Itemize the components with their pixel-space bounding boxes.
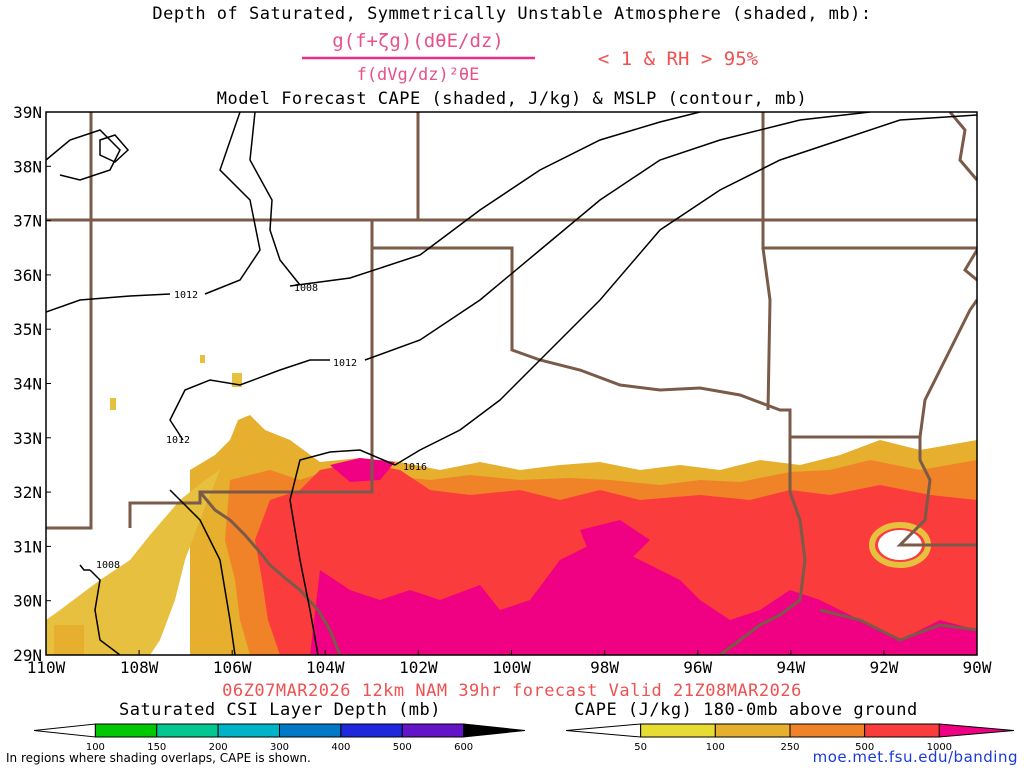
cape-shading-max [310,540,977,655]
cape-blob [232,373,242,387]
rio-grande-and-coast [198,491,977,655]
latitude-axis: 39N 38N 37N 36N 35N 34N 33N 32N 31N 30N 29N [13,103,51,665]
colorbar-tick-label: 50 [634,742,647,753]
colorbar-swatch [156,723,219,738]
mslp-contours [46,112,977,655]
colorbar-tick-label: 600 [454,742,473,753]
colorbar-swatch [789,723,866,738]
colorbar-tick-label: 150 [147,742,166,753]
contour-label: 1008 [96,560,120,571]
lon-label: 104W [306,658,345,677]
fraction-denominator: f(dVg/dz)²θE [357,65,480,85]
colorbar-tick-label: 500 [855,742,874,753]
cape-shading-max-3 [580,520,650,560]
footer-note: In regions where shading overlaps, CAPE … [6,751,311,765]
colorbar-swatch [714,723,791,738]
lon-label: 100W [492,658,531,677]
longitude-axis: 110W 108W 106W 104W 102W 100W 98W 96W 94W 92W 90W [27,650,992,677]
legend-cape: 50 100 250 500 1000 [565,723,1015,753]
contour-label: 1012 [166,435,190,446]
colorbar-swatch [864,723,940,738]
lon-label: 96W [683,658,712,677]
title-line1: Depth of Saturated, Symmetrically Unstab… [152,4,872,24]
colorbar-tick-label: 250 [780,742,799,753]
colorbar-tick-label: 400 [331,742,350,753]
lon-label: 92W [869,658,898,677]
colorbar-swatch [217,723,280,738]
criteria-text: < 1 & RH > 95% [598,48,759,70]
cape-blob [200,355,205,363]
legend-cape-title: CAPE (J/kg) 180-0mb above ground [574,700,918,720]
colorbar-swatch [938,723,1015,738]
contour-label: 1016 [403,462,427,473]
legend-csi: 100 150 200 300 400 500 600 [33,723,526,753]
contour-label: 1008 [294,283,318,294]
colorbar-swatch [340,723,403,738]
contour-label: 1012 [333,358,357,369]
lat-label: 39N [13,103,42,122]
legend-csi-title: Saturated CSI Layer Depth (mb) [118,700,442,720]
colorbar-swatch [640,723,716,738]
map-plot-area [46,112,977,655]
lat-label: 29N [13,646,42,665]
lat-label: 35N [13,320,42,339]
colorbar-swatch [565,723,642,738]
fraction-numerator: g(f+ζg)(dθE/dz) [332,30,504,52]
lat-label: 32N [13,483,42,502]
title-line3: Model Forecast CAPE (shaded, J/kg) & MSL… [216,89,808,109]
colorbar-tick-label: 100 [86,742,105,753]
colorbar-tick-label: 300 [270,742,289,753]
lat-label: 34N [13,375,42,394]
colorbar-swatch [463,723,526,738]
lon-label: 98W [590,658,619,677]
lon-label: 110W [27,658,66,677]
lon-label: 106W [213,658,252,677]
lat-label: 31N [13,537,42,556]
lon-label: 94W [776,658,805,677]
cape-shading-100 [46,470,220,655]
contour-label: 1012 [174,290,198,301]
lon-label: 108W [120,658,159,677]
colorbar-swatch [401,723,465,738]
lon-label: 90W [963,658,992,677]
colorbar-tick-label: 100 [706,742,725,753]
valid-line: 06Z07MAR2026 12km NAM 39hr forecast Vali… [222,681,802,701]
colorbar-tick-label: 1000 [927,742,952,753]
colorbar-swatch [94,723,158,738]
lat-label: 37N [13,212,42,231]
colorbar-tick-label: 500 [393,742,412,753]
lat-label: 30N [13,592,42,611]
cape-blob [54,625,84,655]
credit-link[interactable]: moe.met.fsu.edu/banding [812,748,1018,766]
colorbar-swatch [279,723,342,738]
lat-label: 33N [13,429,42,448]
cape-blob [110,398,116,410]
colorbar-swatch [33,723,96,738]
lat-label: 38N [13,157,42,176]
lon-label: 102W [399,658,438,677]
lat-label: 36N [13,266,42,285]
cape-shading-max-2 [330,458,395,482]
colorbar-tick-label: 200 [209,742,228,753]
contour-labels: 1012 1008 1012 1012 1016 1008 [96,283,427,571]
state-borders [46,112,977,547]
